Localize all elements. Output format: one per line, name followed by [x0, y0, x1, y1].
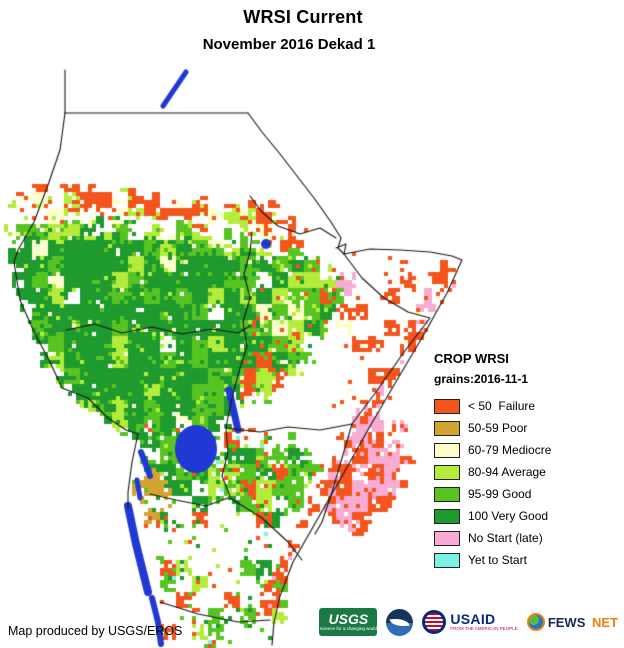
legend-swatch	[434, 398, 460, 414]
legend-swatch	[434, 442, 460, 458]
legend-swatch	[434, 464, 460, 480]
usgs-logo-tagline: science for a changing world	[319, 626, 377, 631]
legend-item: 95-99 Good	[434, 483, 614, 505]
map-credit: Map produced by USGS/EROS	[8, 624, 183, 638]
page-subtitle: November 2016 Dekad 1	[202, 36, 376, 53]
legend-item: 50-59 Poor	[434, 417, 614, 439]
usaid-logo-text: USAID	[450, 611, 496, 628]
legend-label: No Start (late)	[468, 531, 543, 545]
legend-title: CROP WRSI	[434, 351, 509, 366]
fewsnet-logo-text: FEWS	[547, 614, 586, 630]
legend-item: 100 Very Good	[434, 505, 614, 527]
legend-swatch	[434, 508, 460, 524]
legend-label: 95-99 Good	[468, 487, 532, 501]
usgs-logo: USGS science for a changing world	[319, 608, 378, 636]
legend-item: 60-79 Mediocre	[434, 439, 614, 461]
globe-icon	[526, 613, 545, 631]
legend-item: 80-94 Average	[434, 461, 614, 483]
legend-label: < 50 Failure	[468, 399, 536, 413]
legend-label: 100 Very Good	[468, 509, 549, 523]
legend-label: 50-59 Poor	[468, 421, 528, 435]
legend: CROP WRSI grains:2016-11-1 < 50 Failure 5…	[434, 351, 614, 571]
usaid-logo-tagline: FROM THE AMERICAN PEOPLE	[450, 626, 518, 632]
legend-label: Yet to Start	[468, 553, 527, 567]
usgs-logo-text: USGS	[328, 611, 369, 627]
noaa-bird-icon	[389, 616, 410, 628]
legend-label: 80-94 Average	[468, 465, 546, 479]
legend-items: < 50 Failure 50-59 Poor 60-79 Mediocre 80-9…	[434, 395, 614, 571]
legend-label: 60-79 Mediocre	[468, 443, 552, 457]
logo-bar: USGS science for a changing world USAID …	[319, 608, 618, 636]
legend-item: Yet to Start	[434, 549, 614, 571]
legend-swatch	[434, 420, 460, 436]
legend-subtitle: grains:2016-11-1	[434, 372, 529, 386]
legend-swatch	[434, 530, 460, 546]
noaa-logo	[386, 608, 414, 636]
fewsnet-logo-text-net: NET	[588, 614, 618, 630]
legend-swatch	[434, 486, 460, 502]
usaid-emblem-icon	[422, 610, 447, 634]
usaid-logo: USAID FROM THE AMERICAN PEOPLE	[422, 610, 518, 634]
legend-item: No Start (late)	[434, 527, 614, 549]
legend-item: < 50 Failure	[434, 395, 614, 417]
legend-swatch	[434, 552, 460, 568]
fewsnet-logo: FEWS NET	[526, 613, 618, 631]
page-title: WRSI Current	[243, 7, 363, 27]
